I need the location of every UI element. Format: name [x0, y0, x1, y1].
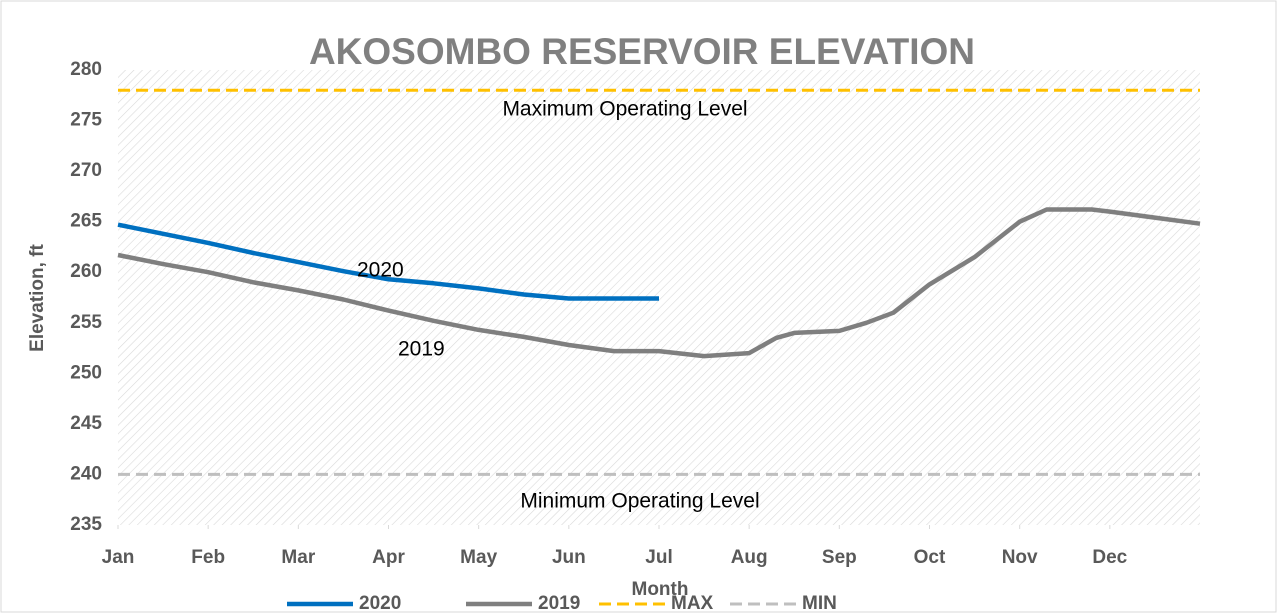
- series-line: [117, 222, 659, 301]
- y-tick-label: 255: [70, 312, 102, 333]
- series-line: [117, 207, 1201, 359]
- annotation: 2020: [357, 259, 404, 282]
- x-tick-label: Oct: [914, 547, 946, 568]
- x-tick-label: Apr: [372, 547, 405, 568]
- annotation: 2019: [398, 338, 445, 361]
- legend-label: MAX: [671, 593, 714, 613]
- chart-title: AKOSOMBO RESERVOIR ELEVATION: [309, 31, 975, 72]
- x-tick-label: Jun: [552, 547, 586, 568]
- x-tick-label: Jan: [102, 547, 135, 568]
- y-tick-label: 240: [70, 463, 102, 484]
- legend-label: MIN: [802, 593, 837, 613]
- x-tick-label: Feb: [191, 547, 225, 568]
- annotation: Minimum Operating Level: [520, 490, 759, 513]
- x-tick-label: Nov: [1002, 547, 1038, 568]
- y-tick-label: 265: [70, 211, 102, 232]
- x-axis-label: Month: [632, 579, 689, 600]
- x-tick-label: Dec: [1092, 547, 1127, 568]
- y-tick-label: 260: [70, 261, 102, 282]
- y-axis-label: Elevation, ft: [27, 243, 48, 351]
- y-tick-label: 245: [70, 413, 102, 434]
- y-tick-label: 270: [70, 160, 102, 181]
- x-tick-label: Aug: [731, 547, 768, 568]
- y-tick-label: 250: [70, 362, 102, 383]
- x-tick-label: Mar: [281, 547, 315, 568]
- x-tick-label: May: [460, 547, 497, 568]
- x-tick-label: Jul: [645, 547, 672, 568]
- x-tick-label: Sep: [822, 547, 857, 568]
- y-tick-label: 280: [70, 59, 102, 80]
- annotation: Maximum Operating Level: [502, 98, 747, 121]
- legend-label: 2020: [359, 593, 401, 613]
- legend-label: 2019: [538, 593, 580, 613]
- y-tick-label: 235: [70, 514, 102, 535]
- y-tick-label: 275: [70, 110, 102, 131]
